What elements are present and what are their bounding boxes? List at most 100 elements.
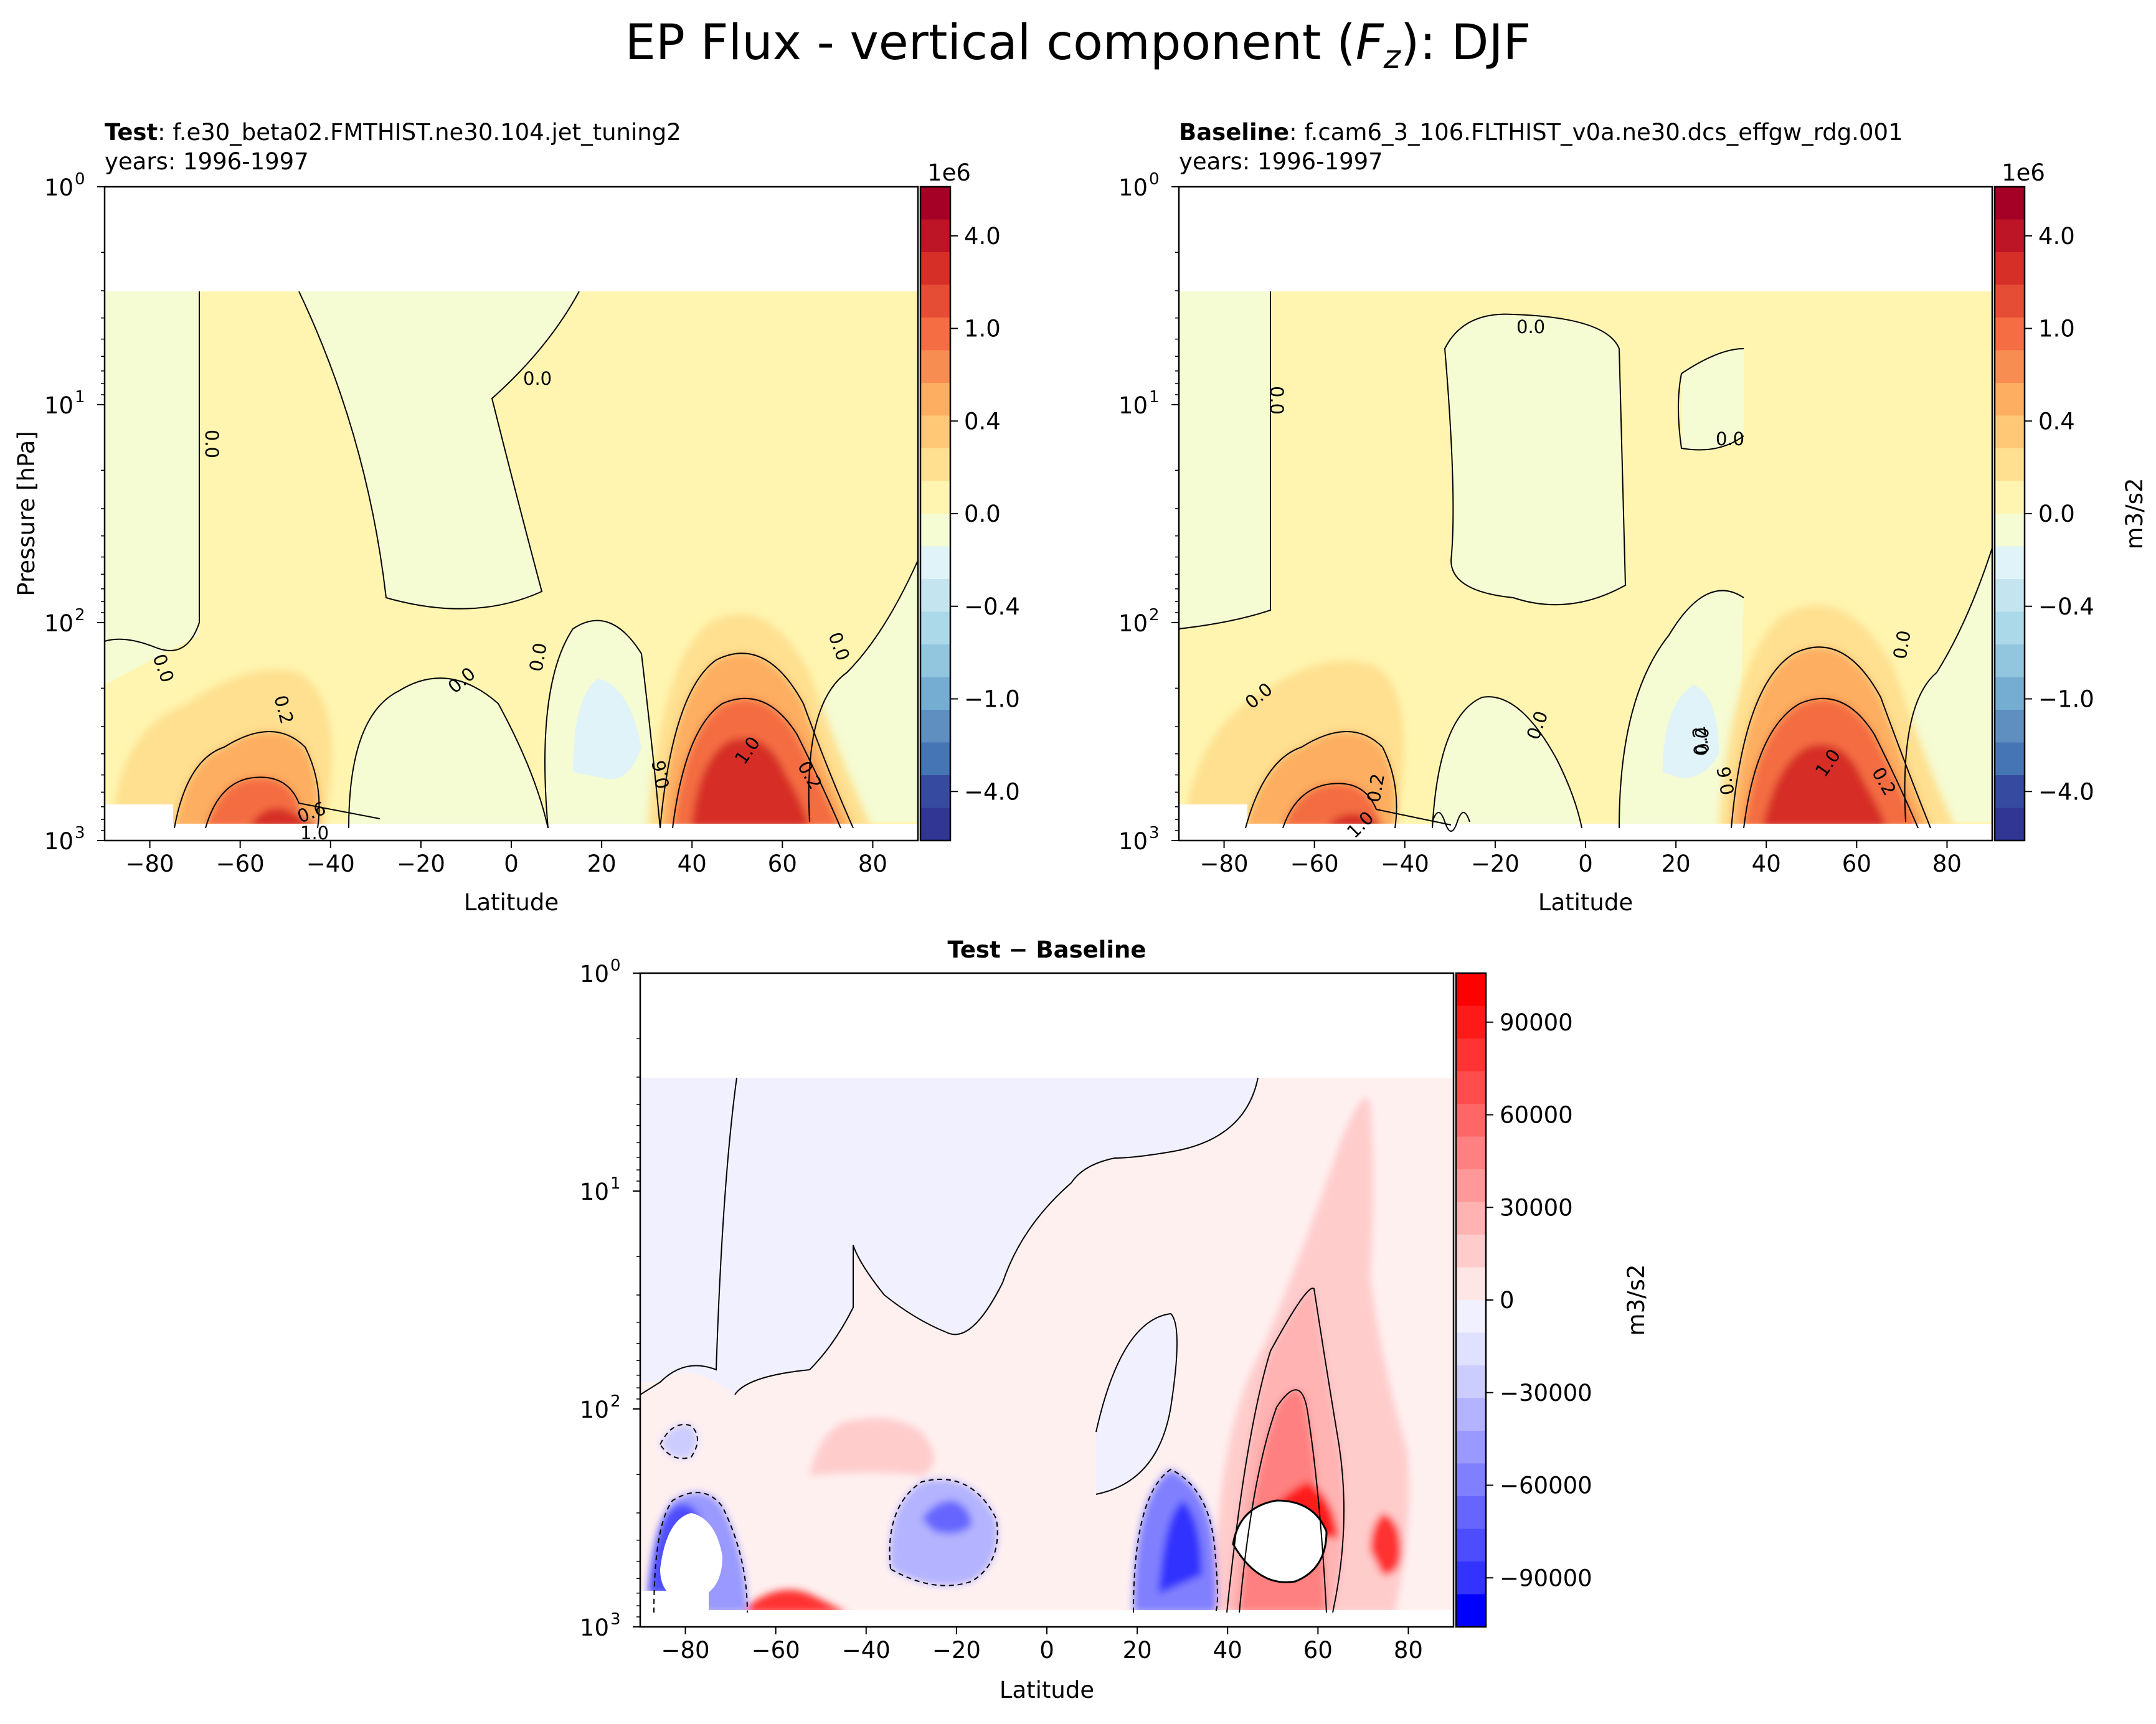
panel-test-title-bold: Test xyxy=(105,119,158,146)
contour-label: 0.2 xyxy=(1688,724,1713,756)
panel-baseline-title-rest: : f.cam6_3_106.FLTHIST_v0a.ne30.dcs_effg… xyxy=(1289,119,1903,146)
colorbar-tick-label: −4.0 xyxy=(964,778,1020,805)
field-a-sh-weak xyxy=(105,291,199,685)
colorbar-swatch xyxy=(1995,775,2025,808)
colorbar-tick-label: 90000 xyxy=(1500,1009,1573,1036)
colorbar-swatch xyxy=(1995,481,2025,514)
y-tick-exponent: 2 xyxy=(75,606,85,624)
field-b-contour-tropics xyxy=(1432,696,1582,829)
y-tick-label: 10 xyxy=(580,1397,609,1423)
x-tick-label: 0 xyxy=(504,850,519,877)
field-c-contour-dashed-small xyxy=(659,1424,698,1459)
x-tick-label: −80 xyxy=(661,1637,710,1664)
x-tick-label: −20 xyxy=(397,850,445,877)
colorbar-swatch xyxy=(920,579,950,612)
field-b-eq-faint xyxy=(1663,685,1719,778)
colorbar-tick-label: −30000 xyxy=(1500,1380,1592,1406)
colorbar-tick-label: 4.0 xyxy=(2038,223,2075,250)
colorbar-swatch xyxy=(1995,350,2025,384)
panel-baseline: Baseline: f.cam6_3_106.FLTHIST_v0a.ne30.… xyxy=(1118,119,2148,916)
panel-baseline-xlabel: Latitude xyxy=(1538,889,1633,916)
field-b-contour-sh-jet-1 xyxy=(1245,731,1397,829)
panel-baseline-field: 0.0 0.0 0.0 0.0 0.0 0.0 0.0 0.2 1.0 0.6 … xyxy=(1179,291,1992,841)
x-tick-label: −60 xyxy=(1290,850,1339,877)
panel-test-ylabel: Pressure [hPa] xyxy=(13,431,40,596)
colorbar-swatch xyxy=(920,775,950,808)
field-c-upper-negative xyxy=(640,1078,1258,1395)
contour-label: 0.0 xyxy=(1516,316,1545,337)
field-a-upper-weak xyxy=(299,291,579,609)
field-a-contour-tropics xyxy=(348,677,549,829)
colorbar-tick-label: 60000 xyxy=(1500,1102,1573,1129)
x-tick-label: 0 xyxy=(1578,850,1593,877)
panel-test-subtitle: years: 1996-1997 xyxy=(105,148,309,175)
colorbar-swatch xyxy=(1995,187,2025,220)
field-b-np-upper-weak xyxy=(1681,349,1744,450)
colorbar-swatch xyxy=(1995,677,2025,710)
field-c-contour-tropics xyxy=(1095,1312,1178,1495)
field-c-contour-dashed-sh xyxy=(653,1492,748,1613)
field-b-contour-knot xyxy=(1432,812,1470,832)
colorbar-swatch xyxy=(1456,1398,1486,1431)
x-tick-label: −80 xyxy=(126,850,174,877)
y-tick-exponent: 0 xyxy=(1149,170,1160,189)
field-a-contour-sh-jet-2 xyxy=(205,776,381,829)
panel-test: Test: f.e30_beta02.FMTHIST.ne30.104.jet_… xyxy=(13,119,1020,916)
colorbar-swatch xyxy=(1995,219,2025,253)
figure-title-subscript: z xyxy=(1383,39,1402,76)
colorbar-swatch xyxy=(920,383,950,416)
colorbar-tick-label: 0.4 xyxy=(964,408,1001,435)
colorbar-swatch xyxy=(1456,1529,1486,1562)
colorbar-swatch xyxy=(1456,1496,1486,1529)
field-a-surface-mask xyxy=(105,824,918,841)
panel-test-title: Test: f.e30_beta02.FMTHIST.ne30.104.jet_… xyxy=(105,119,681,146)
panel-difference-xlabel: Latitude xyxy=(1000,1677,1094,1703)
colorbar-swatch xyxy=(1456,1169,1486,1202)
field-a-eq-faint xyxy=(573,679,641,780)
x-tick-label: 20 xyxy=(1662,850,1691,877)
x-tick-label: 20 xyxy=(587,850,617,877)
colorbar-swatch xyxy=(920,219,950,253)
colorbar-swatch xyxy=(1456,1136,1486,1170)
field-a-contour-upper xyxy=(298,291,580,610)
colorbar-swatch xyxy=(1456,1463,1486,1497)
field-a-contour-nh-jet-1 xyxy=(660,652,854,829)
field-c-subtrop-negative-2 xyxy=(1158,1500,1202,1594)
panel-test-xlabel: Latitude xyxy=(464,889,559,916)
colorbar-swatch xyxy=(920,350,950,384)
y-tick-label: 10 xyxy=(1118,610,1148,637)
colorbar-swatch xyxy=(920,677,950,710)
y-tick-exponent: 1 xyxy=(1149,388,1160,407)
y-tick-exponent: 0 xyxy=(610,956,621,975)
y-tick-label: 10 xyxy=(580,1179,609,1205)
colorbar-swatch xyxy=(1456,1594,1486,1627)
x-tick-label: −40 xyxy=(1381,850,1429,877)
colorbar-tick-label: −0.4 xyxy=(2038,593,2094,620)
colorbar-tick-label: 30000 xyxy=(1500,1194,1573,1221)
panel-test-title-rest: : f.e30_beta02.FMTHIST.ne30.104.jet_tuni… xyxy=(158,119,681,146)
y-tick-exponent: 2 xyxy=(1149,606,1160,624)
colorbar-tick-label: −60000 xyxy=(1500,1472,1592,1499)
figure-title: EP Flux - vertical component (Fz): DJF xyxy=(625,15,1531,76)
colorbar-tick-label: 4.0 xyxy=(964,223,1001,250)
field-a-contour-sh xyxy=(105,291,200,651)
field-c-contour-dashed-subtrop xyxy=(1133,1468,1218,1613)
colorbar-offset: 1e6 xyxy=(927,159,971,186)
colorbar-swatch xyxy=(1995,383,2025,416)
colorbar-swatch xyxy=(920,742,950,776)
colorbar-tick-label: 0 xyxy=(1500,1287,1515,1314)
colorbar-swatch xyxy=(920,481,950,514)
contour-label: 0.0 xyxy=(1889,629,1914,661)
colorbar-swatch xyxy=(1995,514,2025,547)
contour-label: 0.6 xyxy=(648,758,673,790)
colorbar-swatch xyxy=(1995,318,2025,351)
colorbar-difference-label: m3/s2 xyxy=(1623,1265,1650,1336)
x-tick-label: −20 xyxy=(932,1637,981,1664)
field-b-upper-weak xyxy=(1445,314,1625,605)
x-tick-label: −60 xyxy=(216,850,265,877)
field-a-antarctic-mask xyxy=(105,804,173,841)
contour-label: 0.0 xyxy=(523,368,552,389)
contour-label: 0.6 xyxy=(1713,765,1738,796)
colorbar-tick-label: 0.0 xyxy=(2038,501,2075,527)
colorbar-swatch xyxy=(1456,1431,1486,1464)
